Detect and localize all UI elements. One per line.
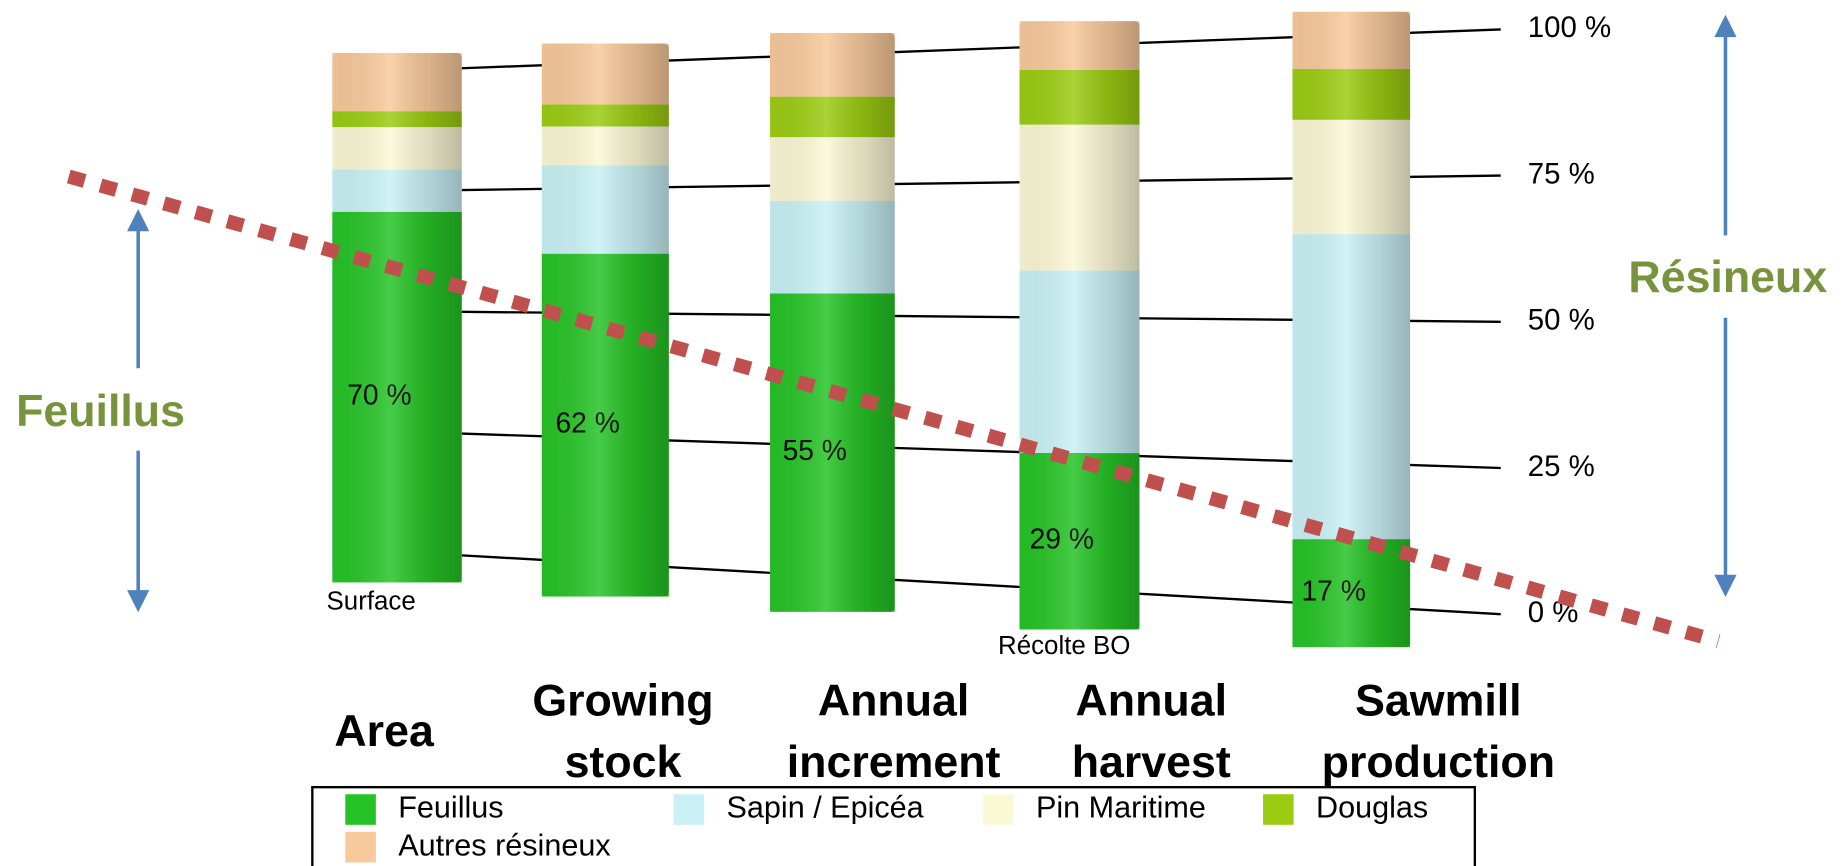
legend-label: Feuillus — [398, 791, 503, 825]
bar-segment — [770, 200, 895, 294]
x-tick-label: Annual increment — [787, 676, 1001, 786]
y-tick-label: 100 % — [1528, 11, 1611, 44]
legend-swatch — [673, 794, 705, 825]
legend-label: Sapin / Epicéa — [727, 791, 924, 825]
bar-segment — [1292, 234, 1411, 540]
bar-segment — [332, 169, 462, 212]
bar-segment — [541, 165, 669, 254]
arrows — [127, 14, 1737, 613]
bar-segment — [770, 137, 895, 201]
legend-swatch — [345, 831, 376, 863]
bar-segment — [541, 126, 669, 166]
bar-segment — [1292, 11, 1411, 69]
annotation: Surface — [327, 587, 416, 615]
legend-label: Pin Maritime — [1036, 791, 1206, 825]
annotation: Récolte BO — [998, 632, 1130, 660]
data-label: 62 % — [555, 407, 619, 439]
data-label: 70 % — [347, 379, 411, 411]
legend-swatch — [345, 794, 376, 825]
data-label: 17 % — [1301, 575, 1365, 607]
data-label: 55 % — [783, 434, 847, 466]
bar-segment — [1019, 21, 1140, 70]
bar-segment — [1019, 270, 1140, 454]
x-tick-label: Growing stock — [532, 676, 713, 786]
annotation: Feuillus — [16, 387, 185, 436]
bar-segment — [1019, 124, 1140, 271]
bar-segment — [332, 52, 462, 112]
bar-segment — [541, 43, 669, 105]
bar-segment — [1292, 119, 1411, 235]
x-tick-label: Annual harvest — [1072, 676, 1231, 786]
y-tick-label: 75 % — [1528, 157, 1595, 190]
x-tick-label: Sawmill production — [1322, 676, 1555, 786]
x-tick-label: Area — [334, 707, 435, 756]
bar-segment — [1292, 68, 1411, 120]
legend-swatch — [983, 794, 1014, 825]
data-label: 29 % — [1030, 523, 1094, 555]
bar-segment — [332, 127, 462, 170]
legend-label: Douglas — [1316, 791, 1428, 825]
bar-segment — [770, 32, 895, 97]
bar-segment — [541, 104, 669, 127]
y-tick-label: 50 % — [1528, 304, 1595, 337]
bar-segment — [770, 96, 895, 138]
bar-segment — [332, 111, 462, 128]
y-tick-label: 25 % — [1528, 450, 1595, 483]
trend-line — [66, 169, 1721, 649]
legend-swatch — [1263, 794, 1294, 825]
legend-label: Autres résineux — [398, 828, 610, 862]
annotation: Résineux — [1628, 253, 1827, 302]
bar-segment — [1019, 69, 1140, 125]
